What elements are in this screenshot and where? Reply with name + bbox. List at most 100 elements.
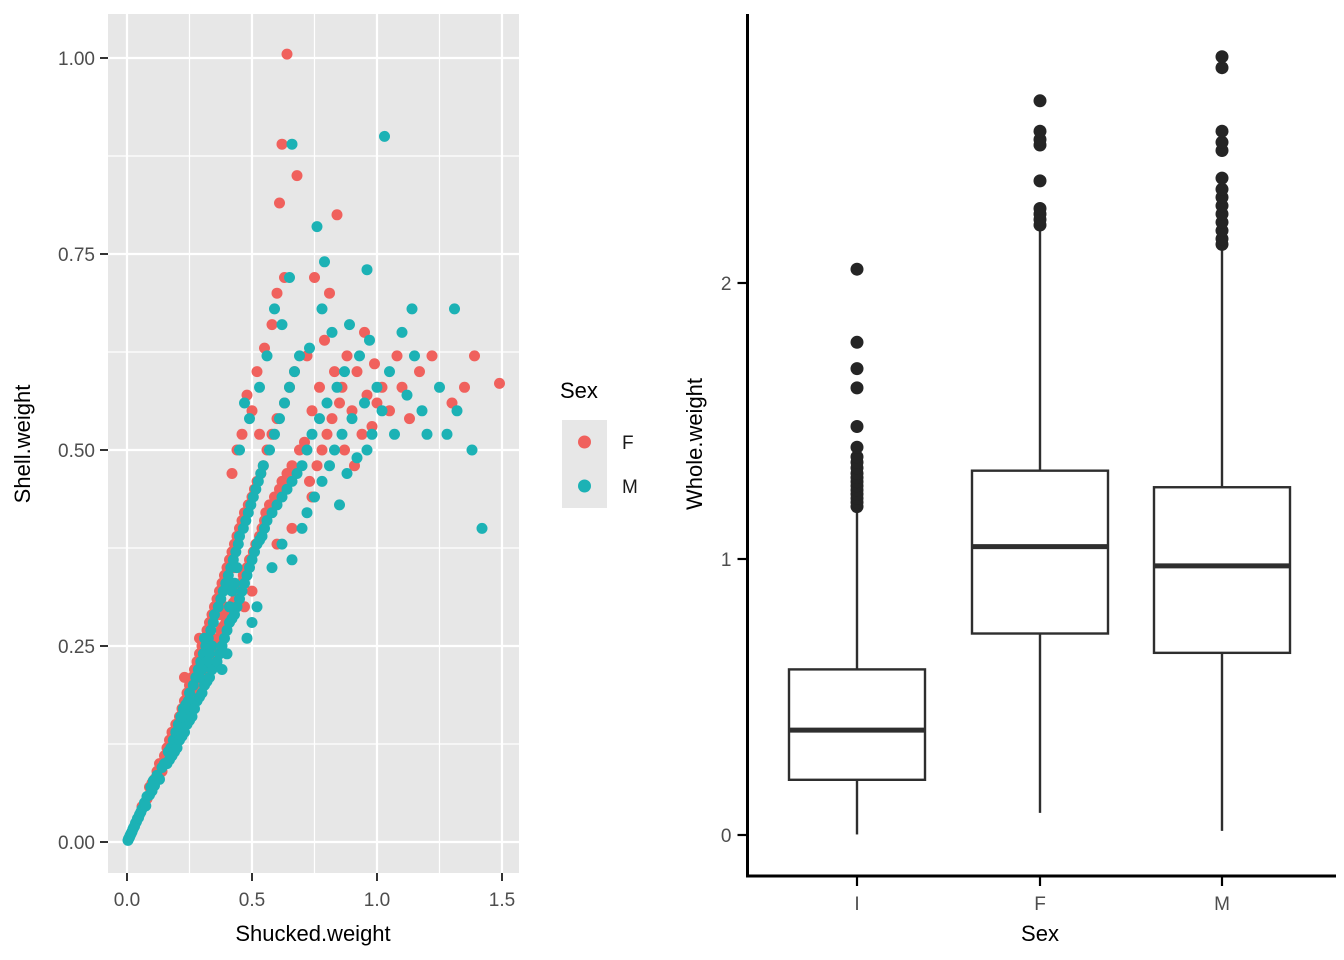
scatter-point-M (271, 499, 283, 511)
scatter-point-M (396, 326, 408, 338)
scatter-point-M (401, 389, 413, 401)
scatter-point-F (369, 358, 380, 370)
scatter-point-M (154, 773, 165, 785)
outlier-I (850, 362, 864, 376)
box-I (787, 668, 927, 782)
scatter-point-M (441, 428, 453, 440)
outlier-I (850, 262, 864, 276)
box-plot: 0 1 2 I F M Sex Whole.weight (682, 14, 1336, 946)
scatter-point-M (291, 468, 303, 479)
scatter-point-F (271, 287, 283, 299)
scatter-point-F (286, 522, 298, 534)
scatter-point-M (239, 397, 250, 409)
scatter-point-F (311, 460, 323, 472)
y-tick-label: 2 (721, 274, 732, 295)
scatter-point-F (366, 421, 378, 432)
scatter-point-F (286, 460, 298, 472)
scatter-point-M (286, 475, 298, 487)
y-tick-label: 0 (721, 826, 732, 847)
scatter-point-M (294, 350, 305, 362)
scatter-point-M (216, 664, 228, 675)
scatter-point-M (194, 671, 205, 683)
scatter-point-M (231, 562, 243, 574)
scatter-point-F (324, 287, 335, 299)
scatter-point-M (279, 397, 290, 409)
scatter-point-F (339, 444, 350, 456)
y-tick-label: 0.50 (58, 441, 95, 462)
scatter-point-M (224, 601, 235, 613)
scatter-point-F (306, 405, 318, 417)
scatter-point-M (176, 711, 188, 723)
scatter-point-M (334, 499, 345, 511)
scatter-point-F (314, 381, 325, 393)
scatter-point-F (274, 197, 285, 209)
scatter-point-M (309, 491, 320, 503)
scatter-point-M (269, 428, 280, 440)
scatter-point-M (276, 319, 288, 331)
scatter-plot: 0.0 0.5 1.0 1.5 0.00 0.25 0.50 0.75 1.00 Shucked… (10, 14, 638, 946)
scatter-point-M (246, 617, 258, 628)
box-M (1152, 486, 1292, 655)
scatter-point-M (409, 350, 420, 362)
scatter-point-M (269, 303, 280, 315)
scatter-point-F (396, 381, 408, 393)
scatter-point-M (316, 475, 328, 487)
scatter-panel: 0.0 0.5 1.0 1.5 0.00 0.25 0.50 0.75 1.00 (58, 14, 519, 911)
scatter-point-M (466, 444, 478, 456)
scatter-point-F (326, 413, 338, 425)
scatter-point-M (371, 381, 383, 393)
legend-key-dot-F (578, 435, 591, 449)
y-tick-label: 1.00 (58, 49, 95, 70)
scatter-point-F (254, 428, 265, 440)
scatter-point-M (476, 522, 488, 534)
scatter-point-M (359, 397, 370, 409)
scatter-point-M (321, 397, 333, 409)
scatter-point-M (286, 138, 298, 150)
scatter-point-M (140, 800, 152, 812)
scatter-point-F (321, 428, 333, 440)
scatter-point-F (309, 272, 320, 283)
scatter-point-M (284, 272, 295, 283)
scatter-point-M (241, 632, 253, 644)
outlier-F (1033, 124, 1047, 138)
scatter-point-M (376, 405, 388, 417)
boxplot-panel: 0 1 2 I F M (721, 14, 1336, 915)
scatter-point-M (296, 460, 308, 472)
scatter-point-M (416, 405, 428, 417)
scatter-point-M (276, 538, 288, 550)
y-tick-label: 0.75 (58, 245, 95, 266)
scatter-point-F (281, 468, 293, 479)
outlier-M (1215, 182, 1229, 196)
scatter-point-M (284, 381, 295, 393)
scatter-point-M (276, 491, 288, 503)
scatter-point-F (469, 350, 480, 362)
scatter-point-M (266, 507, 278, 519)
x-tick-label: 1.0 (364, 890, 390, 911)
scatter-point-M (346, 413, 358, 425)
scatter-point-M (344, 319, 355, 331)
scatter-point-F (371, 397, 383, 409)
y-axis-title-shell: Shell.weight (10, 385, 35, 504)
scatter-point-F (404, 413, 415, 425)
scatter-point-F (304, 475, 315, 487)
scatter-point-M (281, 483, 293, 495)
scatter-point-F (459, 381, 470, 393)
outlier-M (1215, 135, 1229, 149)
outlier-M (1215, 171, 1229, 185)
scatter-point-M (261, 515, 273, 527)
outlier-F (1033, 174, 1047, 188)
scatter-point-M (244, 413, 255, 425)
scatter-point-F (346, 405, 358, 417)
scatter-point-M (364, 334, 375, 346)
scatter-point-M (289, 366, 300, 378)
scatter-point-M (406, 303, 418, 315)
scatter-point-M (221, 648, 233, 660)
scatter-point-M (451, 405, 463, 417)
legend: Sex FM (560, 378, 638, 508)
outlier-M (1215, 50, 1229, 64)
box-F (970, 469, 1110, 635)
scatter-point-F (356, 428, 368, 440)
scatter-point-M (341, 468, 353, 479)
scatter-point-M (361, 444, 373, 456)
